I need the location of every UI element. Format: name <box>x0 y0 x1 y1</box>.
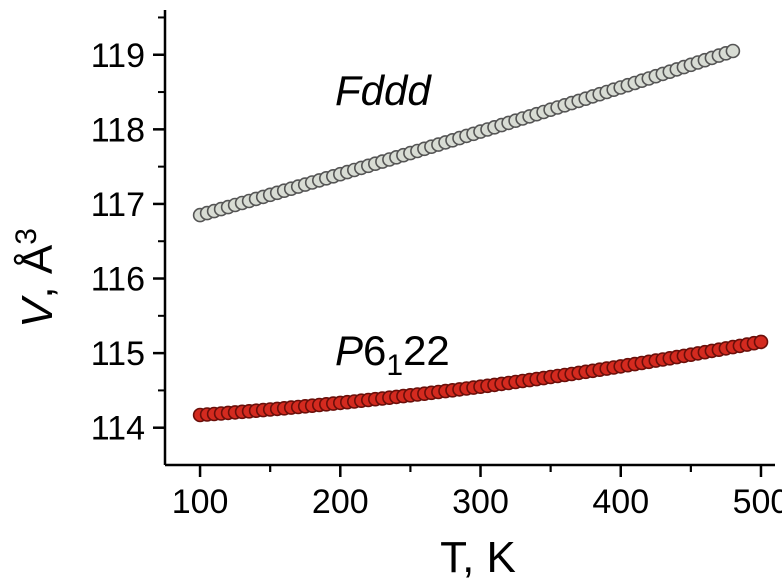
x-tick-label: 500 <box>733 483 782 521</box>
series-1-points <box>192 334 769 423</box>
series-label-p6122-tail: 22 <box>403 327 450 374</box>
y-tick-label: 117 <box>91 186 145 224</box>
y-axis-title: V, Å3 <box>10 228 62 328</box>
x-tick-label: 300 <box>452 483 509 521</box>
x-tick-label: 400 <box>592 483 649 521</box>
y-axis-title-var: V <box>13 295 62 328</box>
series-label-p6122: P6122 <box>335 327 450 382</box>
ticks: 114 115 116 117 118 119 100 200 300 400 500 <box>91 16 782 521</box>
x-tick-label: 200 <box>312 483 369 521</box>
series-0-points <box>192 43 741 223</box>
y-axis-title-rest: , Å <box>13 244 62 298</box>
y-tick-label: 116 <box>91 261 145 299</box>
y-tick-label: 114 <box>91 410 145 448</box>
y-tick-label: 118 <box>91 111 145 149</box>
axes <box>163 10 775 467</box>
data-point <box>725 43 741 59</box>
data-point <box>753 334 769 350</box>
data-points <box>192 43 769 423</box>
series-label-p6122-main: 6 <box>363 327 386 374</box>
series-label-fddd: Fddd <box>335 67 432 114</box>
x-axis-title: T, K <box>440 533 516 582</box>
y-axis-title-sup: 3 <box>10 228 43 245</box>
series-label-p6122-italic: P <box>335 327 363 374</box>
series-label-p6122-sub: 1 <box>386 349 403 382</box>
x-tick-label: 100 <box>172 483 229 521</box>
y-tick-label: 115 <box>91 335 145 373</box>
y-tick-label: 119 <box>91 37 145 75</box>
